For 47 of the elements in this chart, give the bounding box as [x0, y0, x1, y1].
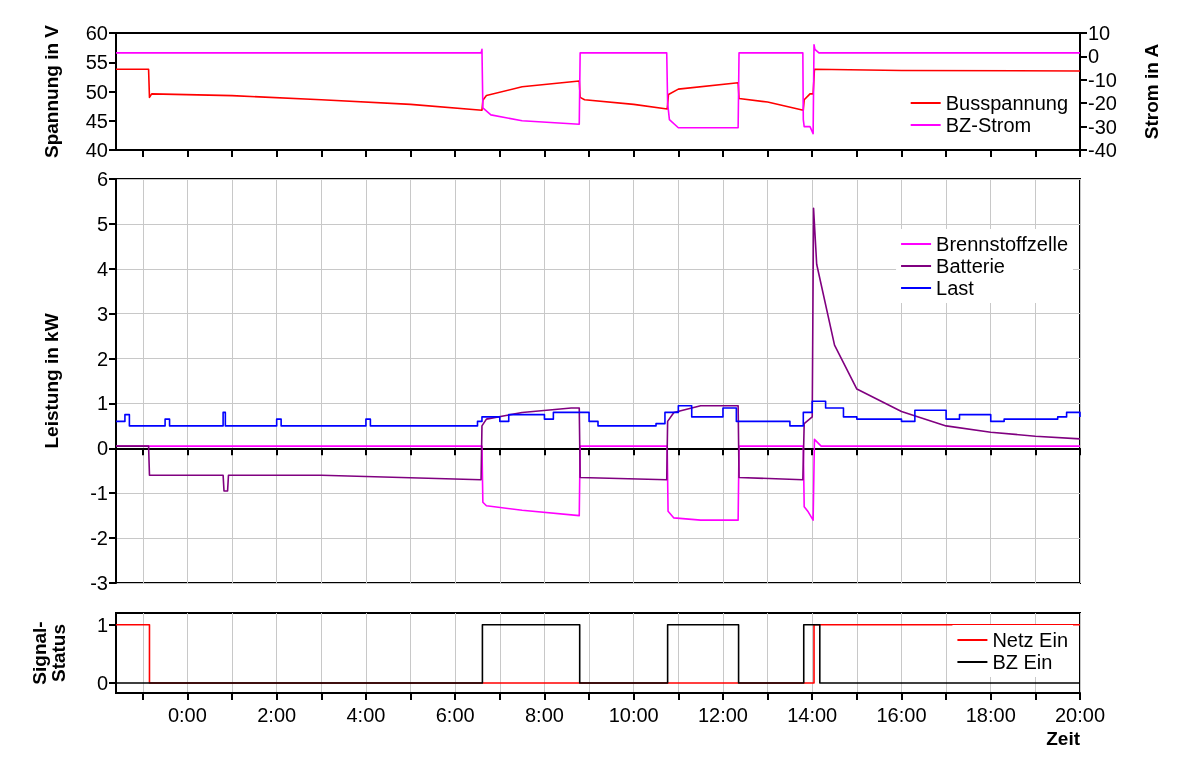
y-axis-title: Leistung in kW: [41, 313, 62, 449]
y-tick-label: 55: [85, 51, 108, 74]
y2-tick-label: -40: [1088, 139, 1117, 161]
x-tick-label: 8:00: [524, 704, 564, 726]
y-tick-label: 0: [96, 672, 108, 695]
y2-tick-label: -10: [1088, 68, 1117, 91]
y-tick-label: 1: [96, 392, 108, 415]
y-tick-label: 6: [96, 168, 108, 190]
x-tick-label: 14:00: [787, 704, 838, 726]
legend-label: Brennstoffzelle: [936, 233, 1068, 255]
y-tick-label: 1: [96, 613, 108, 636]
y-tick-label: 5: [96, 212, 108, 235]
x-tick-label: 6:00: [435, 704, 475, 726]
x-tick-label: 12:00: [697, 704, 748, 726]
y2-tick-label: -30: [1088, 115, 1117, 138]
x-axis-title: Zeit: [1046, 728, 1081, 749]
y2-tick-label: -20: [1088, 92, 1117, 115]
y-tick-label: 40: [85, 139, 108, 161]
x-tick-label: 10:00: [608, 704, 659, 726]
y-tick-label: -1: [90, 482, 108, 505]
legend-label: BZ-Strom: [945, 114, 1032, 136]
y-tick-label: 50: [85, 80, 108, 103]
y-tick-label: -3: [90, 572, 108, 594]
line-series: [115, 68, 1081, 112]
x-tick-label: 0:00: [167, 704, 207, 726]
y-axis-title: Signal-Status: [29, 621, 69, 685]
legend-label: Busspannung: [945, 92, 1068, 114]
y-tick-label: 3: [96, 302, 108, 325]
legend-label: Last: [936, 277, 975, 299]
x-tick-label: 2:00: [257, 704, 297, 726]
y2-axis-title: Strom in A: [1141, 43, 1162, 140]
y-tick-label: 4: [96, 257, 108, 280]
x-tick-label: 18:00: [965, 704, 1016, 726]
y2-tick-label: 0: [1088, 45, 1100, 68]
y-tick-label: 2: [96, 347, 108, 370]
legend-label: Netz Ein: [992, 629, 1069, 651]
legend-label: Batterie: [936, 255, 1005, 277]
y-tick-label: 0: [96, 437, 108, 460]
y-axis-title: Spannung in V: [41, 24, 62, 158]
x-tick-label: 16:00: [876, 704, 927, 726]
y2-tick-label: 10: [1088, 22, 1111, 44]
y-tick-label: 60: [85, 22, 108, 44]
x-tick-label: 20:00: [1054, 704, 1106, 726]
y-tick-label: -2: [90, 527, 108, 550]
x-tick-label: 4:00: [346, 704, 386, 726]
legend-label: BZ Ein: [992, 651, 1053, 673]
y-tick-label: 45: [85, 109, 108, 132]
